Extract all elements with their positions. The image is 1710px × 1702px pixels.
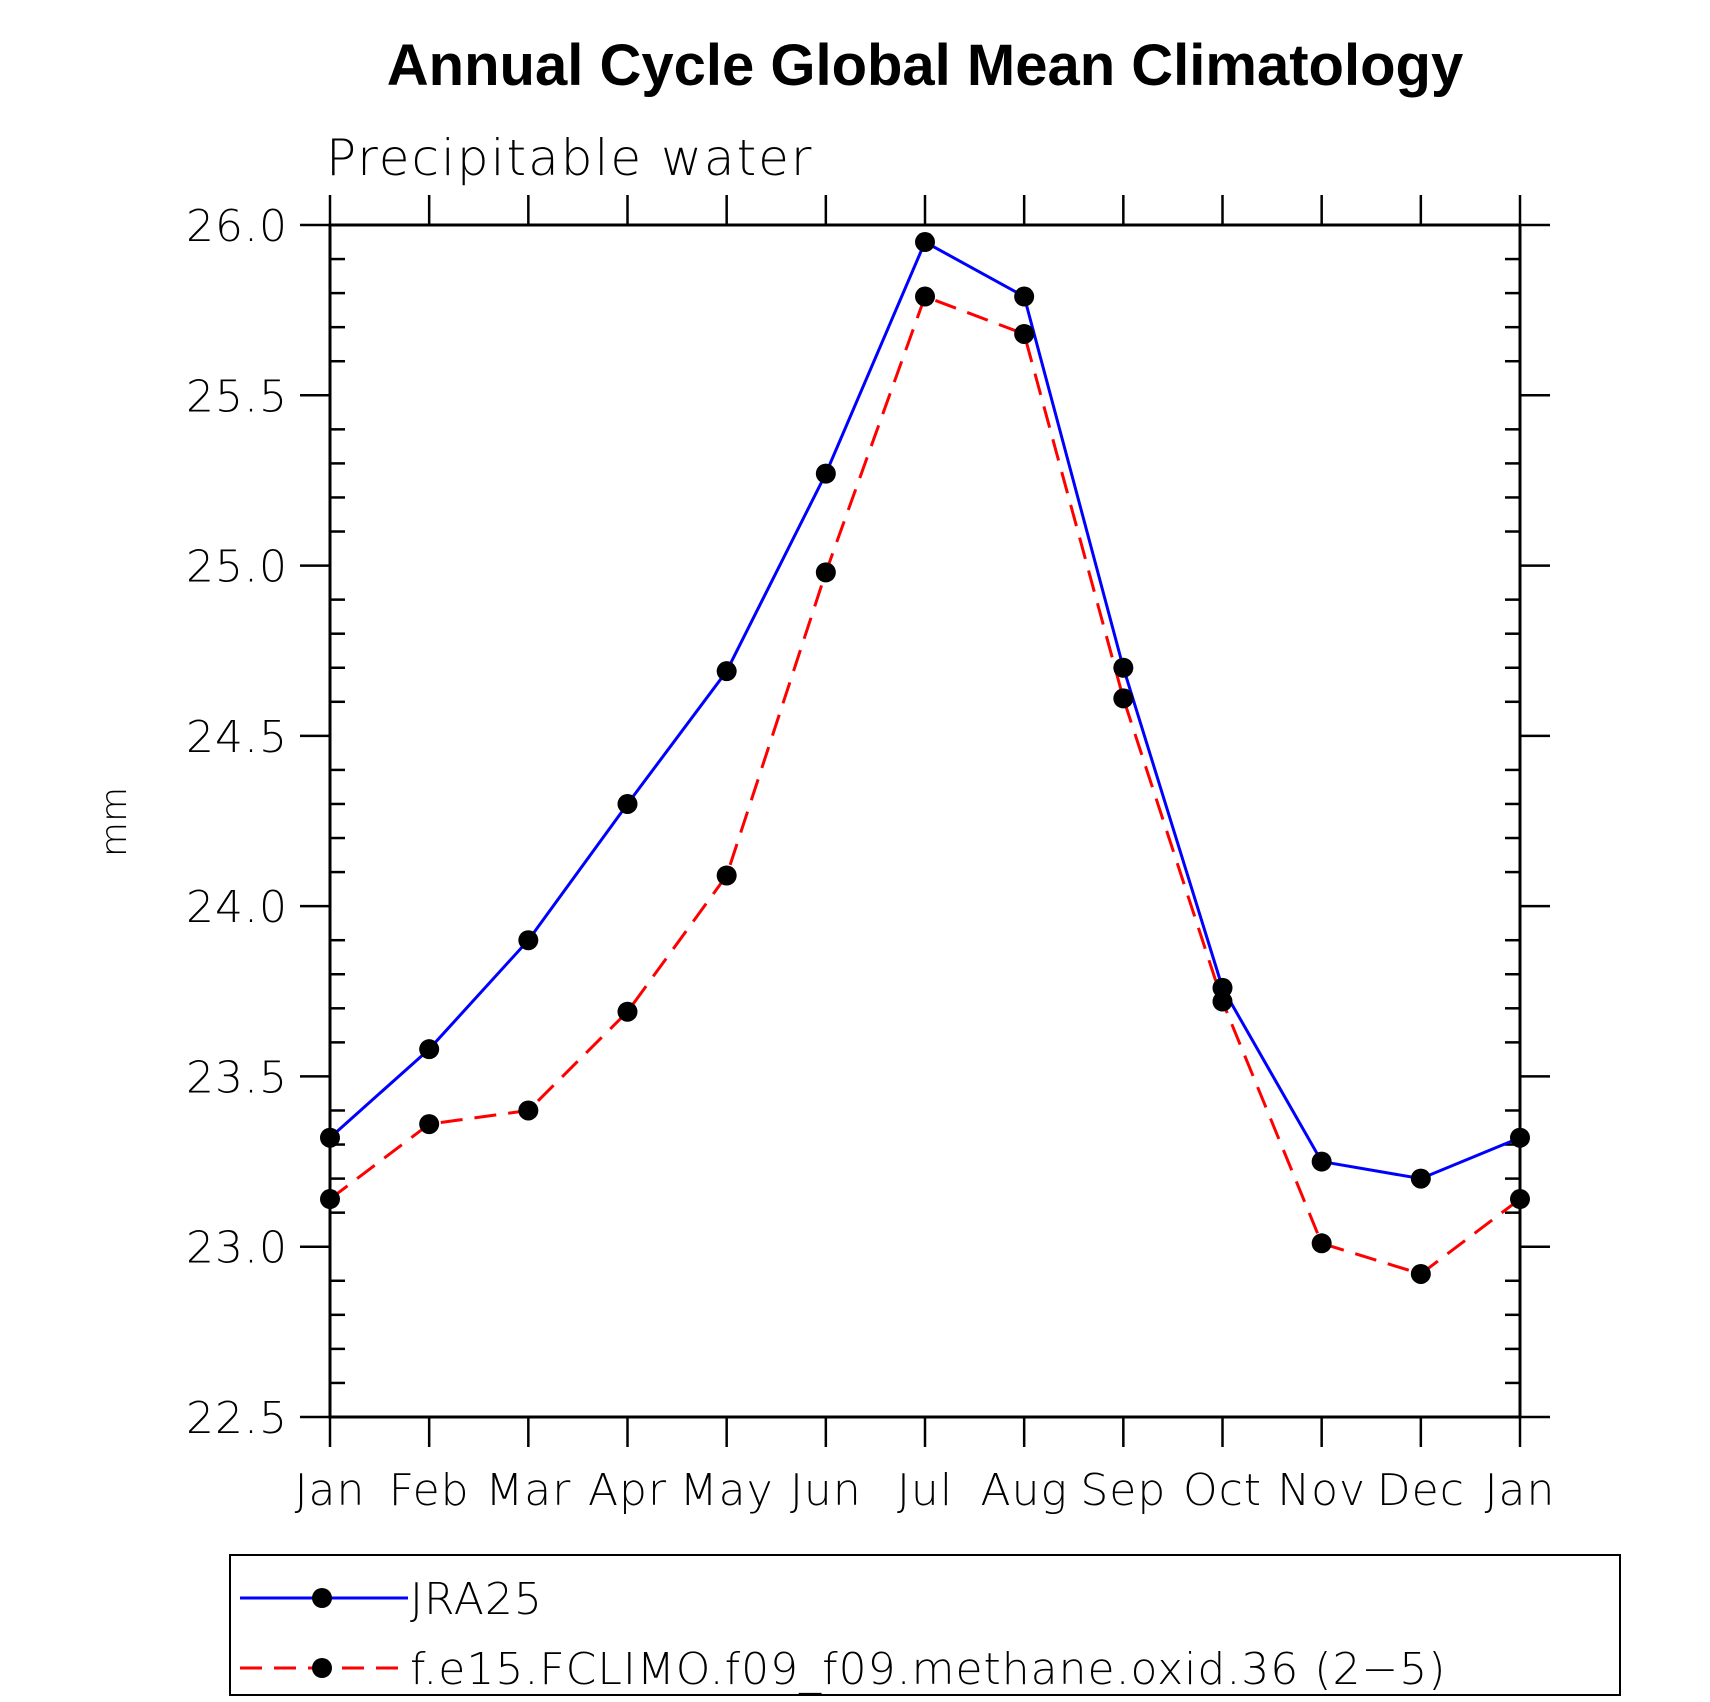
x-tick-labels: Jan Feb Mar Apr May Jun Jul Aug Sep Oct Nov Dec Jan [295,1465,1556,1516]
y-tick-label: 25.0 [186,542,288,593]
x-tick-label: Jan [1485,1465,1556,1516]
data-point [1113,657,1134,678]
legend-label-jra25: JRA25 [410,1574,543,1625]
data-point [815,562,836,583]
data-point [1410,1263,1431,1284]
legend-frame [229,1554,1621,1696]
x-tick-label: Apr [588,1465,667,1516]
data-point [617,793,638,814]
x-tick-label: Dec [1377,1465,1465,1516]
data-point [1212,991,1233,1012]
y-tick-label: 23.5 [186,1052,288,1103]
y-tick-label: 26.0 [186,201,288,252]
data-point [915,286,935,307]
x-tick-label: Sep [1080,1465,1166,1516]
y-tick-label: 24.5 [186,712,288,763]
chart-title: Annual Cycle Global Mean Climatology [387,33,1463,98]
data-point [1113,688,1134,709]
data-point [815,463,836,484]
data-point [320,1189,340,1210]
data-point [518,1100,539,1121]
x-tick-label: Oct [1183,1465,1262,1516]
series-points [320,232,1530,1284]
x-tick-label: Nov [1277,1465,1366,1516]
data-point [518,930,539,951]
data-point [1014,323,1035,344]
data-point [1510,1127,1530,1148]
data-point [1014,286,1035,307]
data-point [1410,1168,1431,1189]
data-point [915,232,935,253]
y-tick-labels: 22.5 23.0 23.5 24.0 24.5 25.0 25.5 26.0 [186,201,288,1444]
data-point [419,1114,440,1135]
data-point [716,865,737,886]
data-point [617,1001,638,1022]
legend-label-model: f.e15.FCLIMO.f09_f09.methane.oxid.36 (2−… [410,1644,1446,1695]
data-point [1311,1151,1332,1172]
y-tick-label: 22.5 [186,1393,288,1444]
x-tick-label: Aug [980,1465,1067,1516]
x-tick-label: Jun [790,1465,862,1516]
legend-marker-jra25 [312,1588,332,1608]
series-line-0 [329,239,1521,1181]
y-tick-label: 24.0 [186,882,288,933]
data-point [716,661,737,682]
legend-marker-model [312,1658,332,1678]
series-lines [329,239,1521,1276]
x-tick-label: May [680,1465,774,1516]
data-point [1510,1189,1530,1210]
axis-ticks [300,195,1550,1447]
legend: JRA25 f.e15.FCLIMO.f09_f09.methane.oxid.… [229,1554,1621,1696]
data-point [419,1039,440,1060]
plot-area-frame [328,223,1522,1419]
x-tick-label: Jul [897,1465,953,1516]
chart-subtitle: Precipitable water [326,129,814,187]
y-tick-label: 23.0 [186,1223,288,1274]
data-point [320,1127,340,1148]
x-tick-label: Jan [295,1465,366,1516]
y-axis-label: mm [94,787,135,857]
y-tick-label: 25.5 [186,371,288,422]
data-point [1311,1233,1332,1254]
x-tick-label: Feb [389,1465,470,1516]
series-line-1 [329,294,1521,1276]
x-tick-label: Mar [485,1465,571,1516]
